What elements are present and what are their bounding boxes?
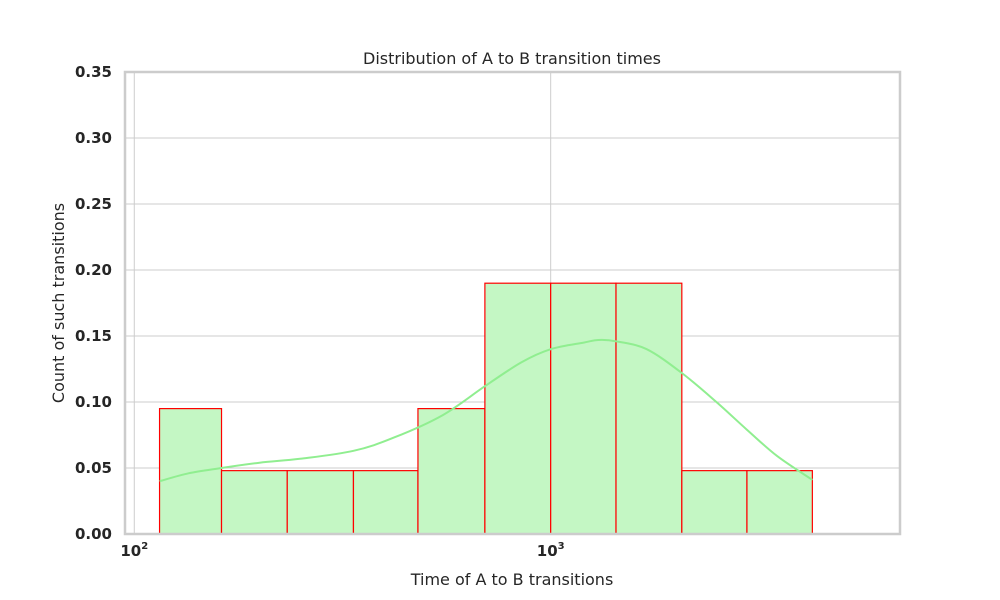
histogram-bar (286, 470, 355, 535)
y-tick-labels: 0.00 0.05 0.10 0.15 0.20 0.25 0.30 0.35 (75, 63, 112, 543)
histogram-bar (220, 470, 288, 535)
x-tick-labels: 102 103 (120, 541, 564, 560)
y-tick-label: 0.35 (75, 63, 112, 81)
kde-curve (159, 338, 813, 483)
histogram-bar (550, 282, 617, 535)
histogram-bar (681, 470, 748, 535)
y-tick-label: 0.05 (75, 459, 112, 477)
histogram-bar (352, 470, 419, 535)
chart-title: Distribution of A to B transition times (363, 49, 661, 68)
histogram-bar (615, 282, 683, 535)
y-axis-label: Count of such transitions (49, 203, 68, 403)
x-tick-label: 103 (537, 541, 565, 560)
histogram-bar (158, 408, 223, 535)
kde-curve-group (159, 338, 813, 483)
y-tick-label: 0.20 (75, 261, 112, 279)
x-tick-label: 102 (120, 541, 148, 560)
histogram-bar (484, 282, 552, 535)
histogram-bar (746, 470, 813, 535)
y-tick-label: 0.15 (75, 327, 112, 345)
histogram-bars (158, 282, 813, 535)
x-axis-label: Time of A to B transitions (410, 570, 614, 589)
y-tick-label: 0.00 (75, 525, 112, 543)
y-tick-label: 0.30 (75, 129, 112, 147)
plot-frame (123, 70, 902, 536)
y-tick-label: 0.10 (75, 393, 112, 411)
y-tick-label: 0.25 (75, 195, 112, 213)
histogram-bar (417, 408, 486, 535)
